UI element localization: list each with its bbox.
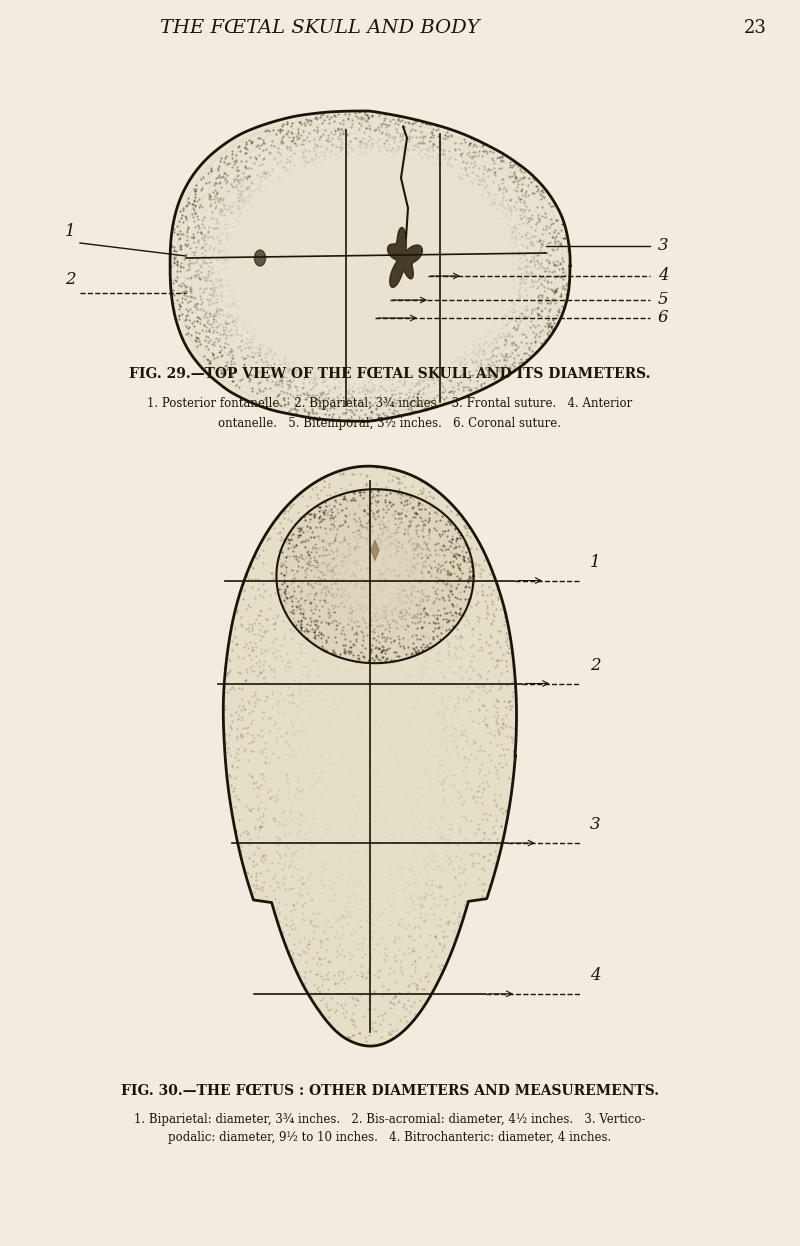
Text: 2: 2: [65, 270, 75, 288]
Text: 3: 3: [658, 238, 669, 254]
Text: podalic: diameter, 9½ to 10 inches.   4. Bitrochanteric: diameter, 4 inches.: podalic: diameter, 9½ to 10 inches. 4. B…: [168, 1130, 612, 1144]
Text: 4: 4: [590, 967, 601, 984]
Polygon shape: [277, 490, 474, 663]
Text: 1: 1: [65, 223, 75, 240]
Text: FIG. 30.—THE FŒTUS : OTHER DIAMETERS AND MEASUREMENTS.: FIG. 30.—THE FŒTUS : OTHER DIAMETERS AND…: [121, 1084, 659, 1098]
Polygon shape: [254, 250, 266, 265]
Polygon shape: [223, 466, 517, 1047]
Text: 23: 23: [743, 19, 766, 37]
Text: 4: 4: [658, 268, 669, 284]
Text: ontanelle.   5. Bitemporal, 3½ inches.   6. Coronal suture.: ontanelle. 5. Bitemporal, 3½ inches. 6. …: [218, 417, 562, 431]
Text: 5: 5: [658, 292, 669, 309]
Text: 2: 2: [590, 657, 601, 674]
Text: 1. Biparietal: diameter, 3¾ inches.   2. Bis-acromial: diameter, 4½ inches.   3.: 1. Biparietal: diameter, 3¾ inches. 2. B…: [134, 1113, 646, 1125]
Text: 1. Posterior fontanelle.   2. Biparietal, 3¾ inches.   3. Frontal suture.   4. A: 1. Posterior fontanelle. 2. Biparietal, …: [147, 397, 633, 410]
Text: 3: 3: [590, 816, 601, 834]
Text: 6: 6: [658, 309, 669, 326]
Text: 1: 1: [590, 553, 601, 571]
Text: THE FŒTAL SKULL AND BODY: THE FŒTAL SKULL AND BODY: [160, 19, 480, 37]
Polygon shape: [371, 540, 379, 561]
Polygon shape: [387, 228, 422, 288]
Polygon shape: [170, 111, 570, 421]
Text: FIG. 29.—TOP VIEW OF THE FŒTAL SKULL AND ITS DIAMETERS.: FIG. 29.—TOP VIEW OF THE FŒTAL SKULL AND…: [130, 368, 650, 381]
